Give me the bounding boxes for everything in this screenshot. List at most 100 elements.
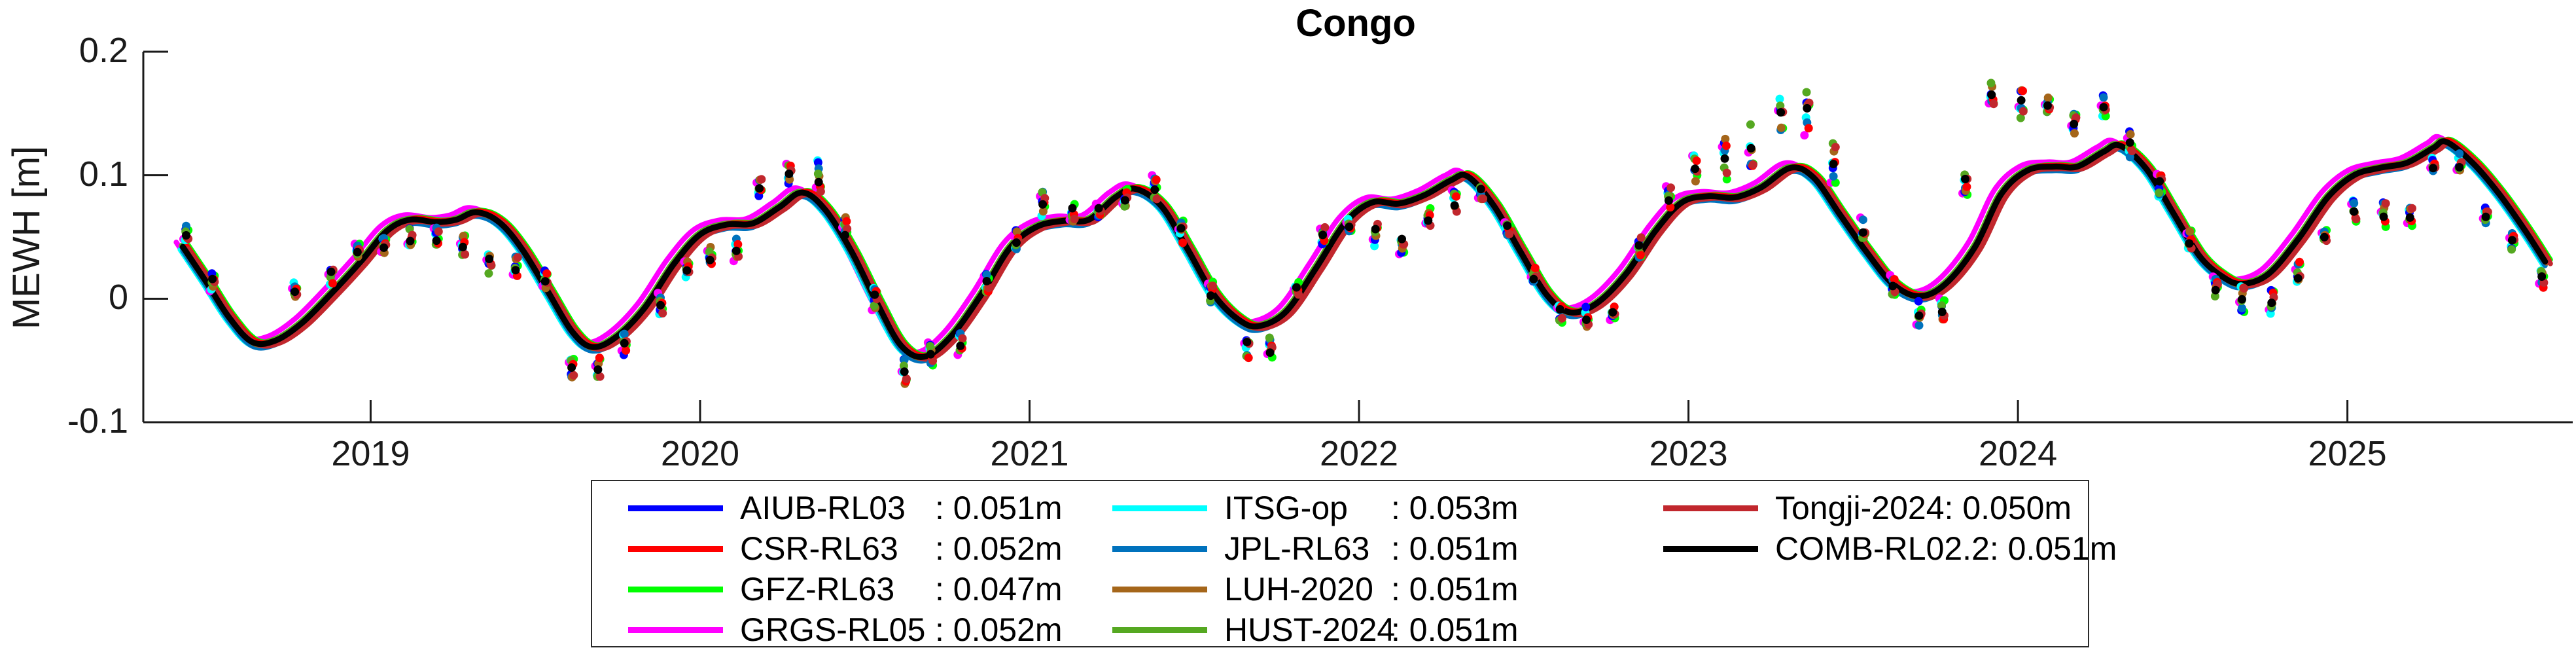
legend-swatch-icon-GFZ-RL63 xyxy=(628,586,723,592)
legend-series-rms: : 0.047m xyxy=(935,571,1063,607)
scatter-dot-LUH-2020 xyxy=(2070,129,2079,138)
scatter-dot-CSR-RL63 xyxy=(1890,275,1899,284)
scatter-dot-COMB-RL02.2 xyxy=(2043,101,2052,110)
scatter-dot-CSR-RL63 xyxy=(1244,353,1253,363)
scatter-dot-HUST-2024 xyxy=(813,170,822,178)
scatter-dot-COMB-RL02.2 xyxy=(2455,163,2464,172)
scatter-dot-COMB-RL02.2 xyxy=(432,236,441,245)
scatter-dot-COMB-RL02.2 xyxy=(1555,305,1564,314)
scatter-dot-Tongji-2024 xyxy=(1667,183,1676,192)
scatter-dot-COMB-RL02.2 xyxy=(785,170,794,178)
scatter-dot-Tongji-2024 xyxy=(1479,194,1487,204)
scatter-dot-COMB-RL02.2 xyxy=(2070,119,2079,128)
scatter-dot-Tongji-2024 xyxy=(1505,230,1514,238)
scatter-dot-COMB-RL02.2 xyxy=(682,266,692,275)
scatter-dot-COMB-RL02.2 xyxy=(926,350,935,359)
scatter-dot-COMB-RL02.2 xyxy=(1424,216,1433,225)
scatter-dot-Tongji-2024 xyxy=(816,187,825,196)
scatter-dot-GFZ-RL63 xyxy=(1722,175,1731,184)
scatter-dot-JPL-RL63 xyxy=(1858,215,1867,225)
legend-swatch-icon-AIUB-RL03 xyxy=(628,505,723,511)
y-tick-label-0.1: 0.1 xyxy=(79,154,128,194)
y-tick-label-0.2: 0.2 xyxy=(79,31,128,70)
scatter-dot-CSR-RL63 xyxy=(1636,251,1645,260)
scatter-dot-CSR-RL63 xyxy=(842,217,851,226)
scatter-dot-COMB-RL02.2 xyxy=(1664,196,1673,205)
scatter-dot-JPL-RL63 xyxy=(2455,149,2464,158)
scatter-dot-Tongji-2024 xyxy=(902,374,911,384)
scatter-dot-Tongji-2024 xyxy=(1748,160,1757,169)
scatter-dot-COMB-RL02.2 xyxy=(620,338,629,348)
scatter-dot-CSR-RL63 xyxy=(1178,238,1187,247)
scatter-dot-COMB-RL02.2 xyxy=(1776,108,1786,117)
legend-series-name: ITSG-op xyxy=(1224,490,1348,526)
scatter-dot-Tongji-2024 xyxy=(2352,215,2361,224)
scatter-dot-CSR-RL63 xyxy=(1721,141,1731,151)
legend-item-GRGS-RL05: GRGS-RL05: 0.052m xyxy=(628,611,1063,649)
scatter-dot-CSR-RL63 xyxy=(2019,86,2027,96)
scatter-dot-COMB-RL02.2 xyxy=(870,290,879,299)
scatter-dot-LUH-2020 xyxy=(2185,227,2195,236)
legend-series-rms: : 0.051m xyxy=(1989,530,2117,567)
scatter-dot-COMB-RL02.2 xyxy=(1608,308,1617,317)
scatter-dot-COMB-RL02.2 xyxy=(458,242,467,251)
scatter-dot-COMB-RL02.2 xyxy=(2155,177,2164,186)
scatter-dot-HUST-2024 xyxy=(2210,292,2219,300)
scatter-dot-Tongji-2024 xyxy=(843,225,852,233)
legend-item-COMB-RL02.2: COMB-RL02.2: 0.051m xyxy=(1663,530,2117,568)
x-tick-label-2025: 2025 xyxy=(2308,434,2387,473)
scatter-dot-HUST-2024 xyxy=(2507,245,2516,254)
scatter-dot-HUST-2024 xyxy=(926,342,935,351)
scatter-dot-COMB-RL02.2 xyxy=(1914,311,1924,320)
scatter-dot-Tongji-2024 xyxy=(434,227,443,236)
scatter-dot-Tongji-2024 xyxy=(1557,314,1566,323)
scatter-dot-COMB-RL02.2 xyxy=(705,255,715,264)
scatter-dot-Tongji-2024 xyxy=(1209,281,1218,291)
scatter-dot-COMB-RL02.2 xyxy=(2238,295,2246,304)
scatter-dot-COMB-RL02.2 xyxy=(1720,154,1729,163)
legend-series-name: AIUB-RL03 xyxy=(740,490,906,526)
scatter-dot-COMB-RL02.2 xyxy=(1937,308,1947,316)
scatter-dot-Tongji-2024 xyxy=(2381,199,2390,208)
legend-series-name: CSR-RL63 xyxy=(740,530,898,567)
scatter-dot-COMB-RL02.2 xyxy=(1318,230,1328,240)
scatter-dot-COMB-RL02.2 xyxy=(485,255,494,263)
scatter-dot-LUH-2020 xyxy=(1776,123,1786,132)
scatter-dot-HUST-2024 xyxy=(484,269,493,278)
scatter-dot-LUH-2020 xyxy=(1721,134,1730,143)
scatter-dot-Tongji-2024 xyxy=(569,371,578,380)
scatter-dot-Tongji-2024 xyxy=(513,253,522,262)
scatter-dot-Tongji-2024 xyxy=(1989,100,1998,109)
scatter-dot-HUST-2024 xyxy=(1265,333,1274,342)
legend-series-rms: : 0.051m xyxy=(1391,611,1519,648)
scatter-dot-Tongji-2024 xyxy=(2128,147,2136,156)
scatter-dot-JPL-RL63 xyxy=(900,355,909,364)
scatter-dot-LUH-2020 xyxy=(1038,207,1048,216)
legend-item-ITSG-op: ITSG-op : 0.053m xyxy=(1112,489,1519,527)
legend-series-rms: : 0.053m xyxy=(1391,490,1519,526)
legend-series-name: GRGS-RL05 xyxy=(740,611,926,648)
scatter-dot-Tongji-2024 xyxy=(595,372,605,381)
scatter-dot-AIUB-RL03 xyxy=(1581,302,1591,312)
scatter-dot-Tongji-2024 xyxy=(1722,168,1731,177)
legend-series-name: GFZ-RL63 xyxy=(740,571,895,607)
scatter-dot-Tongji-2024 xyxy=(958,334,967,343)
scatter-dot-Tongji-2024 xyxy=(1294,290,1303,299)
scatter-dot-LUH-2020 xyxy=(2126,130,2135,139)
scatter-dot-COMB-RL02.2 xyxy=(1012,238,1021,247)
scatter-dot-CSR-RL63 xyxy=(622,346,631,355)
scatter-dot-LUH-2020 xyxy=(2043,93,2053,102)
scatter-dot-CSR-RL63 xyxy=(1692,156,1701,166)
scatter-dot-Tongji-2024 xyxy=(928,356,938,365)
scatter-dot-HUST-2024 xyxy=(870,301,879,310)
scatter-dot-COMB-RL02.2 xyxy=(1243,338,1252,346)
scatter-dot-COMB-RL02.2 xyxy=(1691,164,1700,173)
scatter-dot-Tongji-2024 xyxy=(461,250,470,259)
scatter-dot-JPL-RL63 xyxy=(620,329,629,338)
scatter-dot-JPL-RL63 xyxy=(2350,198,2359,208)
x-tick-label-2021: 2021 xyxy=(990,434,1069,473)
legend-series-name: LUH-2020 xyxy=(1224,571,1373,607)
scatter-dot-COMB-RL02.2 xyxy=(2099,103,2108,112)
legend-item-GFZ-RL63: GFZ-RL63 : 0.047m xyxy=(628,570,1063,608)
